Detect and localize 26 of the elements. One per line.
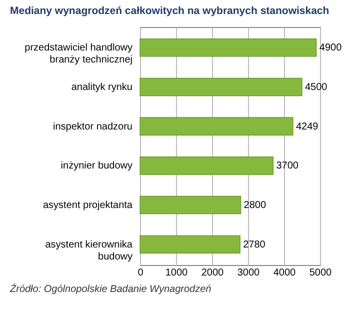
data-label: 3700 — [276, 160, 299, 172]
x-tick-label: 5000 — [309, 268, 332, 278]
bar — [140, 235, 240, 254]
x-tick-label: 3000 — [237, 268, 260, 278]
data-label: 2800 — [244, 200, 266, 212]
data-label: 4249 — [296, 121, 319, 132]
x-tick-label: 2000 — [201, 268, 224, 278]
data-label: 4900 — [319, 42, 342, 54]
data-label: 4500 — [305, 82, 328, 93]
y-tick-label: przedstawiciel handlowy branży technicznej — [24, 42, 132, 66]
y-tick-label: asystent kierownika budowy — [45, 239, 133, 262]
text: Źródło: Ogólnopolskie Badanie Wynagrodzeń — [9, 283, 212, 295]
bar — [140, 78, 302, 96]
data-label: 2780 — [243, 239, 266, 250]
x-tick-label: 0 — [138, 268, 144, 278]
y-tick-label: inspektor nadzoru — [53, 121, 132, 132]
chart-title: Mediany wynagrodzeń całkowitych na wybranych stanowiskach — [10, 5, 330, 17]
bar — [140, 117, 294, 136]
y-tick-label: asystent projektanta — [43, 200, 133, 212]
bar — [140, 196, 242, 214]
bar — [140, 156, 274, 175]
y-tick-label: analityk rynku — [71, 82, 132, 93]
bar — [140, 38, 317, 57]
x-tick-label: 4000 — [273, 268, 296, 278]
x-tick-label: 1000 — [165, 268, 188, 278]
y-tick-label: inżynier budowy — [60, 160, 132, 172]
